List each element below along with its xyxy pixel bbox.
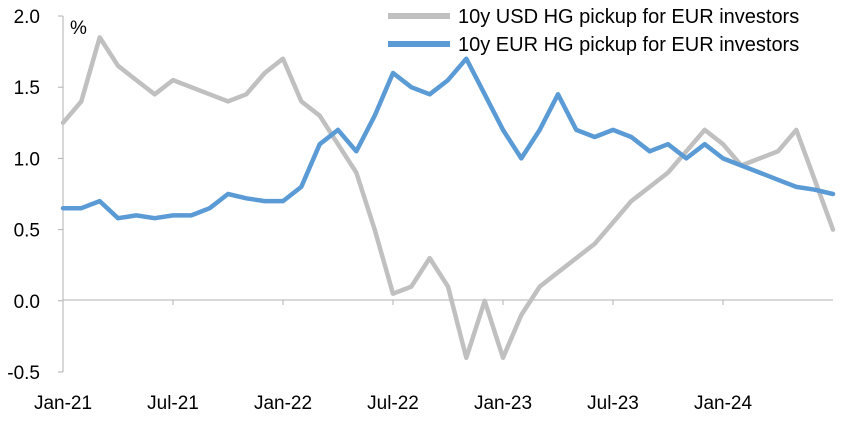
x-tick-label: Jan-24 (694, 393, 753, 414)
y-tick-label: 0.5 (14, 221, 40, 242)
series-lines (60, 35, 836, 361)
legend-label: 10y USD HG pickup for EUR investors (458, 6, 799, 28)
legend-label: 10y EUR HG pickup for EUR investors (458, 34, 799, 56)
x-tick-label: Jan-23 (474, 393, 532, 414)
series-line-eur-pickup (60, 56, 836, 221)
legend: 10y USD HG pickup for EUR investors 10y E… (388, 6, 799, 56)
x-tick-labels: Jan-21 Jul-21 Jan-22 Jul-22 Jan-23 Jul-23 Jan-… (34, 300, 753, 414)
y-axis-unit-label: % (70, 18, 87, 39)
x-tick-label: Jul-21 (147, 393, 199, 414)
y-tick-labels: 2.0 1.5 1.0 0.5 0.0 -0.5 (7, 7, 63, 384)
x-tick-label: Jan-21 (34, 393, 92, 414)
x-tick-label: Jul-22 (367, 393, 419, 414)
y-tick-label: 2.0 (14, 7, 40, 28)
y-tick-label: -0.5 (7, 363, 40, 384)
series-line-usd-pickup (60, 35, 836, 361)
y-tick-label: 1.0 (14, 149, 40, 170)
x-tick-label: Jan-22 (254, 393, 312, 414)
y-tick-label: 0.0 (14, 292, 40, 313)
x-tick-label: Jul-23 (587, 393, 639, 414)
y-tick-label: 1.5 (14, 78, 40, 99)
